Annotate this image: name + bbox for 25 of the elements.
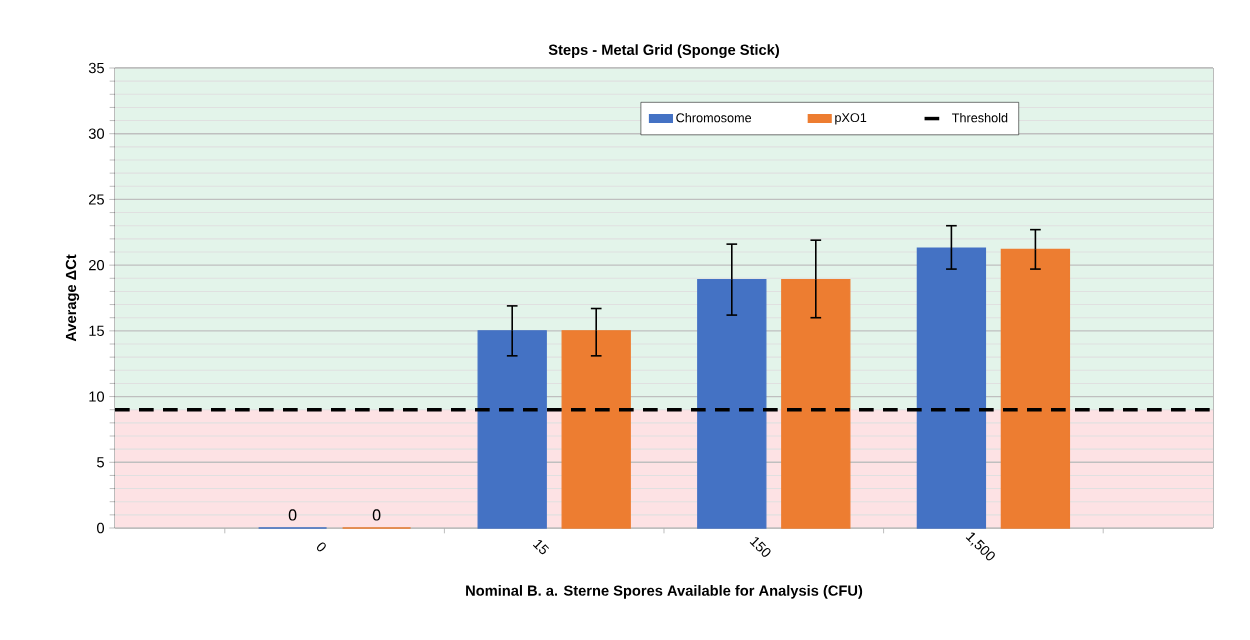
x-tick-label: 15 — [532, 539, 550, 555]
bar — [916, 247, 987, 529]
legend-label: Chromosome — [676, 112, 752, 123]
bar — [561, 330, 631, 529]
x-axis-title: Nominal B. a. Sterne Spores Available for Analysis (CFU) — [466, 585, 863, 599]
x-tick-label: 0 — [316, 542, 326, 552]
data-label: 0 — [372, 509, 381, 521]
y-tick-label: 20 — [89, 259, 105, 271]
x-tick-label: 150 — [749, 537, 771, 557]
bar — [697, 278, 767, 529]
data-label: 0 — [288, 509, 297, 521]
bar — [1000, 248, 1071, 529]
legend-label: Threshold — [952, 112, 1008, 123]
chart-title: Steps - Metal Grid (Sponge Stick) — [548, 44, 779, 58]
y-tick-label: 15 — [89, 325, 104, 336]
y-tick-label: 0 — [97, 522, 105, 534]
bar — [477, 330, 547, 529]
y-axis-title: Average ΔCt — [65, 254, 80, 342]
y-tick-label: 25 — [89, 194, 104, 205]
y-tick-label: 35 — [88, 62, 104, 74]
legend-label: pXO1 — [835, 113, 867, 125]
bar — [781, 278, 851, 529]
y-tick-label: 10 — [89, 391, 105, 402]
y-tick-label: 5 — [97, 457, 104, 468]
y-tick-label: 30 — [88, 128, 105, 139]
